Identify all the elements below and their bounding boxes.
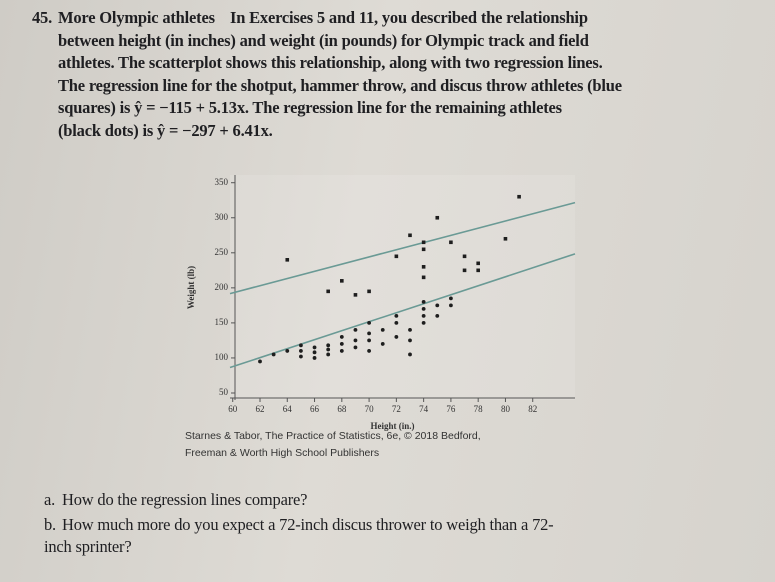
y-tick-label: 100: [215, 352, 229, 362]
point: [462, 268, 467, 273]
problem-text: In Exercises 5 and 11, you described the…: [230, 8, 588, 27]
point: [353, 345, 358, 350]
point: [421, 275, 426, 280]
point: [258, 359, 262, 364]
point: [353, 338, 358, 343]
point: [353, 293, 358, 297]
point: [421, 299, 426, 304]
point: [339, 342, 344, 346]
point: [299, 354, 303, 359]
point: [408, 328, 412, 332]
point: [339, 349, 344, 353]
y-tick-label: 50: [219, 387, 229, 397]
y-tick-label: 250: [215, 247, 229, 257]
x-tick-label: 80: [501, 404, 511, 414]
x-tick-label: 78: [474, 404, 484, 414]
x-tick-label: 72: [392, 404, 401, 414]
problem-text: The regression line for the shotput, ham…: [58, 75, 622, 95]
x-tick-label: 68: [337, 404, 347, 414]
x-tick-label: 62: [256, 404, 265, 414]
point: [285, 349, 290, 353]
problem-title: More Olympic athletes: [58, 8, 215, 27]
point: [476, 261, 480, 266]
y-tick-label: 150: [215, 317, 229, 327]
point: [449, 303, 453, 308]
y-tick-label: 350: [215, 177, 229, 187]
point: [299, 349, 303, 353]
point: [312, 345, 317, 350]
point: [394, 313, 399, 318]
question-text: How do the regression lines compare?: [62, 490, 308, 509]
x-tick-label: 66: [310, 404, 320, 414]
point: [435, 303, 440, 308]
point: [312, 356, 317, 360]
point: [326, 343, 331, 348]
point: [367, 349, 371, 353]
x-tick-label: 76: [446, 404, 456, 414]
point: [421, 313, 426, 318]
point: [312, 350, 317, 355]
point: [421, 240, 426, 245]
point: [380, 328, 385, 332]
problem-text: squares) is ŷ = −115 + 5.13x. The regres…: [58, 98, 562, 117]
point: [421, 247, 426, 252]
point: [449, 296, 453, 301]
point: [408, 352, 412, 357]
x-tick-label: 60: [228, 404, 238, 414]
y-tick-label: 200: [215, 282, 229, 292]
point: [367, 289, 371, 294]
point: [408, 233, 412, 238]
point: [326, 347, 331, 352]
point: [367, 331, 371, 336]
plot-area: [230, 175, 575, 400]
point: [367, 320, 371, 325]
x-tick-label: 82: [528, 404, 537, 414]
point: [339, 335, 344, 339]
point: [408, 338, 412, 343]
question-label: b.: [44, 515, 56, 534]
question-text: How much more do you expect a 72-inch di…: [62, 515, 554, 534]
point: [435, 313, 440, 318]
point: [421, 320, 426, 325]
point: [394, 335, 399, 339]
credit: Starnes & Tabor, The Practice of Statist…: [185, 430, 481, 442]
point: [380, 342, 385, 346]
problem-text: (black dots) is ŷ = −297 + 6.41x.: [58, 120, 273, 140]
point: [476, 268, 480, 273]
point: [421, 265, 426, 269]
point: [271, 352, 276, 357]
point: [353, 328, 358, 332]
point: [449, 240, 453, 245]
point: [326, 289, 330, 294]
point: [435, 215, 440, 220]
point: [326, 352, 331, 357]
x-tick-label: 70: [365, 404, 375, 414]
question-label: a.: [44, 490, 56, 509]
x-tick-label: 74: [419, 404, 429, 414]
question-text: inch sprinter?: [44, 537, 132, 556]
point: [299, 343, 303, 348]
x-tick-label: 64: [283, 404, 293, 414]
point: [517, 194, 521, 199]
problem-text: athletes. The scatterplot shows this rel…: [58, 53, 603, 72]
point: [421, 306, 426, 311]
point: [340, 279, 344, 283]
point: [503, 236, 508, 241]
x-axis-label: Height (in.): [371, 421, 415, 431]
credit: Freeman & Worth High School Publishers: [185, 447, 380, 459]
regression-line: [229, 201, 576, 295]
y-axis-label: Weight (lb): [186, 266, 196, 309]
y-tick-label: 300: [215, 212, 229, 222]
regression-line: [229, 253, 576, 369]
point: [394, 254, 399, 259]
problem-text: between height (in inches) and weight (i…: [58, 30, 589, 50]
point: [394, 320, 399, 325]
point: [285, 258, 290, 262]
point: [367, 338, 371, 343]
point: [462, 254, 467, 259]
problem-number: 45.: [32, 8, 53, 27]
